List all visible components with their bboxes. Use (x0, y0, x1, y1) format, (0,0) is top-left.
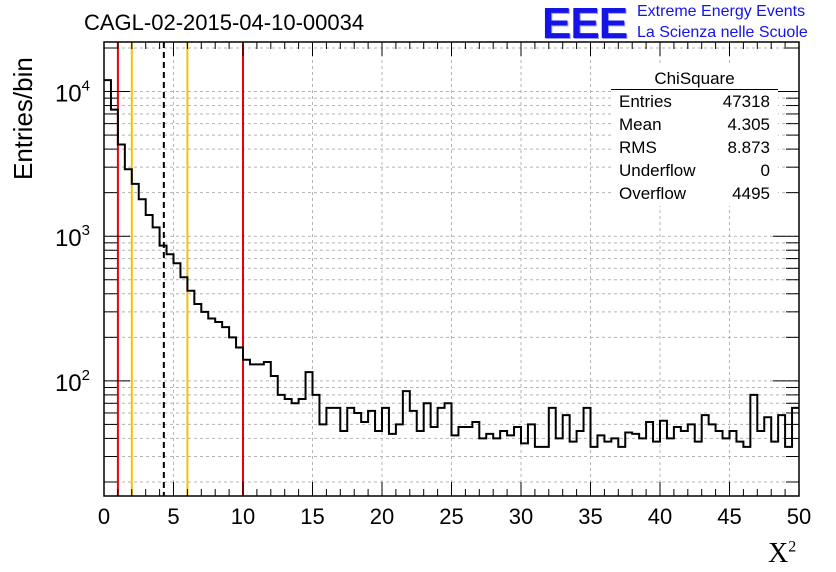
stats-label: Mean (619, 115, 662, 134)
org-name-line2: La Scienza nelle Scuole (637, 24, 808, 41)
x-tick-label: 40 (648, 504, 672, 529)
histogram-series (104, 79, 799, 448)
eee-logo: EEE (542, 0, 628, 48)
stats-label: Overflow (619, 184, 687, 203)
x-tick-label: 10 (231, 504, 255, 529)
stats-value: 0 (760, 161, 770, 180)
x-tick-label: 25 (439, 504, 463, 529)
stats-label: RMS (619, 138, 657, 157)
y-tick-base: 10 (55, 81, 82, 108)
y-tick-exp: 3 (82, 222, 90, 239)
x-tick-label: 15 (300, 504, 324, 529)
x-tick-label: 50 (787, 504, 811, 529)
x-tick-label: 35 (578, 504, 602, 529)
stats-row-overflow: Overflow 4495 (611, 182, 778, 205)
y-tick-base: 10 (55, 225, 82, 252)
y-axis-label: Entries/bin (8, 57, 38, 180)
y-tick-base: 10 (55, 370, 82, 397)
stats-value: 8.873 (727, 138, 770, 157)
x-tick-label: 0 (98, 504, 110, 529)
x-tick-label: 30 (509, 504, 533, 529)
x-axis-label-sup: 2 (788, 538, 797, 556)
x-tick-label: 45 (717, 504, 741, 529)
chart-title: CAGL-02-2015-04-10-00034 (84, 10, 365, 35)
stats-row-entries: Entries 47318 (611, 90, 778, 113)
y-tick-exp: 2 (82, 367, 90, 384)
stats-label: Underflow (619, 161, 696, 180)
axes (103, 41, 800, 497)
stats-value: 4.305 (727, 115, 770, 134)
stats-value: 4495 (732, 184, 770, 203)
y-tick-label: 102 (55, 367, 90, 397)
y-tick-exp: 4 (82, 78, 90, 95)
y-tick-label: 103 (55, 222, 90, 252)
org-name-line1: Extreme Energy Events (637, 3, 806, 20)
stats-box: ChiSquare Entries 47318 Mean 4.305 RMS 8.873 U… (611, 66, 778, 206)
stats-label: Entries (619, 92, 672, 111)
stats-row-underflow: Underflow 0 (611, 159, 778, 182)
x-tick-label: 20 (370, 504, 394, 529)
stats-title: ChiSquare (611, 66, 778, 90)
stats-row-rms: RMS 8.873 (611, 136, 778, 159)
stats-row-mean: Mean 4.305 (611, 113, 778, 136)
x-axis-label: X2 (768, 538, 796, 570)
y-tick-label: 104 (55, 78, 90, 108)
stats-value: 47318 (722, 92, 770, 111)
stats-rows: Entries 47318 Mean 4.305 RMS 8.873 Underflow 0 O… (611, 90, 778, 205)
x-axis-label-base: X (768, 538, 789, 569)
histogram-line (104, 79, 799, 448)
x-tick-label: 5 (167, 504, 179, 529)
